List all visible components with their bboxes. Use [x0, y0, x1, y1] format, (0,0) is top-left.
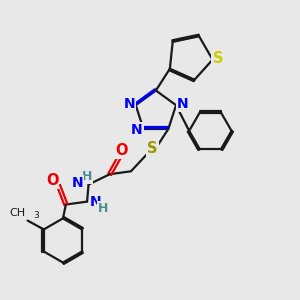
Text: S: S [147, 141, 158, 156]
Text: H: H [98, 202, 109, 214]
Text: H: H [82, 170, 92, 183]
Text: 3: 3 [33, 211, 39, 220]
Text: N: N [131, 123, 143, 137]
Text: O: O [115, 143, 128, 158]
Text: CH: CH [9, 208, 25, 218]
Text: N: N [72, 176, 83, 190]
Text: N: N [123, 97, 135, 111]
Text: S: S [213, 51, 223, 66]
Text: N: N [177, 97, 188, 111]
Text: N: N [90, 196, 102, 209]
Text: O: O [46, 172, 58, 188]
